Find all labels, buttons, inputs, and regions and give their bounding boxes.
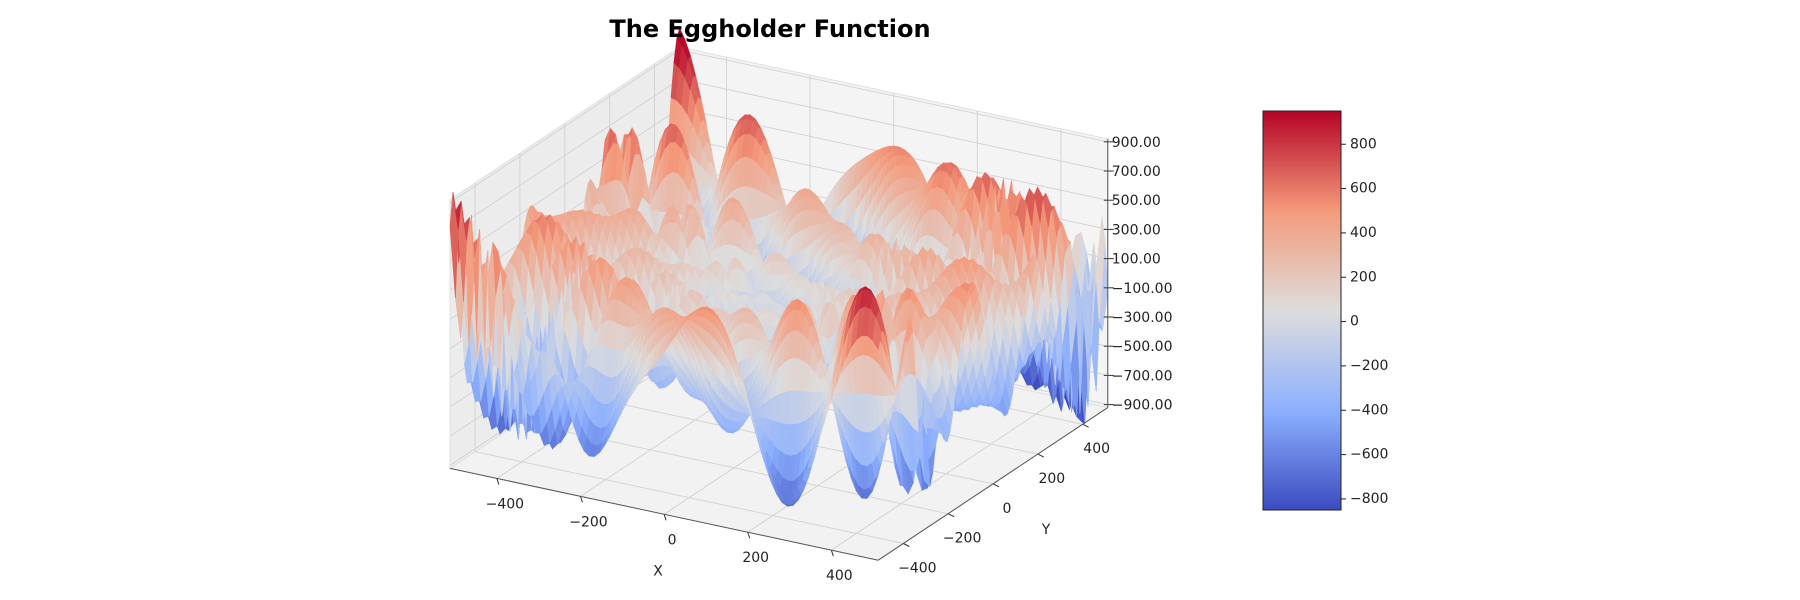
grid-line: [449, 78, 680, 233]
grid-line: [449, 107, 680, 262]
surface-face: [677, 147, 687, 181]
grid-line: [679, 78, 1108, 172]
surface-face: [675, 128, 685, 149]
surface-face: [614, 144, 624, 182]
surface-face: [678, 45, 688, 78]
surface: [449, 27, 1109, 507]
grid-line: [449, 49, 680, 204]
grid-line: [475, 451, 904, 544]
surface-face: [636, 154, 646, 210]
surface-face: [634, 138, 644, 163]
grid-line: [679, 49, 1108, 143]
